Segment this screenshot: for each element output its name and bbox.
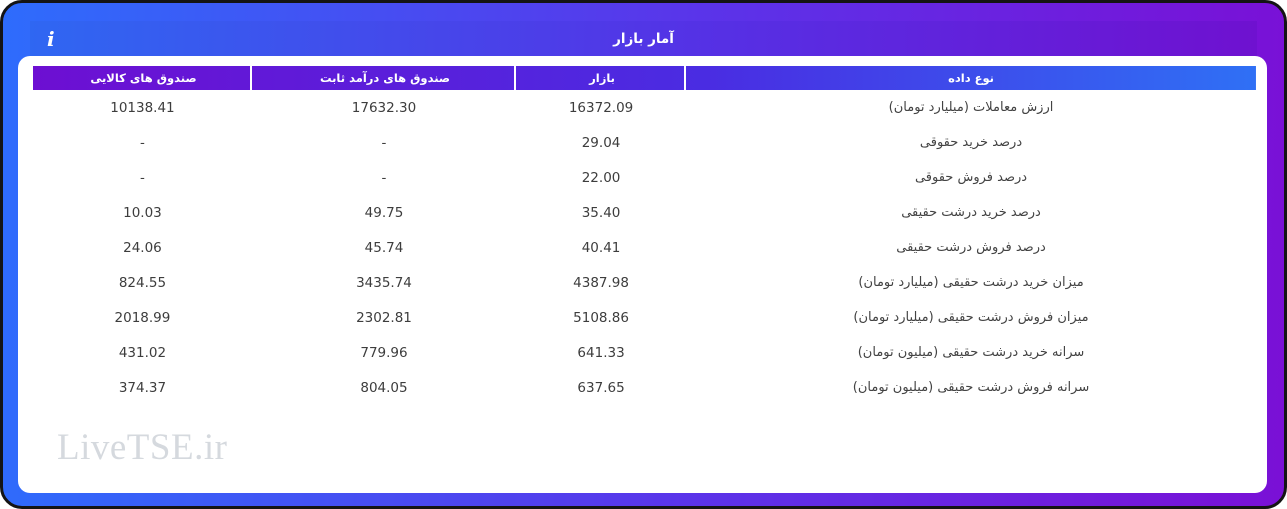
cell-market: 16372.09 <box>516 90 687 125</box>
table-row: 431.02 779.96 641.33 سرانه خرید درشت حقی… <box>33 335 1256 370</box>
column-header-market: بازار <box>516 66 687 90</box>
cell-market: 641.33 <box>516 335 687 370</box>
cell-fixed-income: 45.74 <box>251 230 517 265</box>
column-header-fixed-income-funds: صندوق های درآمد ثابت <box>252 66 517 90</box>
cell-fixed-income: - <box>251 125 517 160</box>
column-header-data-type: نوع داده <box>948 71 994 85</box>
table-row: 824.55 3435.74 4387.98 میزان خرید درشت ح… <box>33 265 1256 300</box>
cell-market: 40.41 <box>516 230 687 265</box>
cell-market: 5108.86 <box>516 300 687 335</box>
cell-commodity: 431.02 <box>33 335 252 370</box>
stats-card: صندوق های کالایی صندوق های درآمد ثابت با… <box>18 56 1267 493</box>
cell-row-label: درصد خرید حقوقی <box>686 125 1256 160</box>
cell-fixed-income: - <box>251 160 517 195</box>
column-header-commodity-funds: صندوق های کالایی <box>33 66 252 90</box>
table-row: 2018.99 2302.81 5108.86 میزان فروش درشت … <box>33 300 1256 335</box>
table-row: 10.03 49.75 35.40 درصد خرید درشت حقیقی <box>33 195 1256 230</box>
info-icon[interactable]: i <box>47 26 55 51</box>
market-stats-table: صندوق های کالایی صندوق های درآمد ثابت با… <box>33 66 1256 405</box>
livetse-watermark: LiveTSE.ir <box>57 427 228 468</box>
cell-row-label: ارزش معاملات (میلیارد تومان) <box>686 90 1256 125</box>
cell-fixed-income: 2302.81 <box>251 300 517 335</box>
cell-commodity: 824.55 <box>33 265 252 300</box>
table-header-row: صندوق های کالایی صندوق های درآمد ثابت با… <box>33 66 1256 90</box>
table-row: 24.06 45.74 40.41 درصد فروش درشت حقیقی <box>33 230 1256 265</box>
cell-row-label: میزان خرید درشت حقیقی (میلیارد تومان) <box>686 265 1256 300</box>
table-row: 374.37 804.05 637.65 سرانه فروش درشت حقی… <box>33 370 1256 405</box>
cell-market: 35.40 <box>516 195 687 230</box>
table-row: - - 29.04 درصد خرید حقوقی <box>33 125 1256 160</box>
cell-fixed-income: 804.05 <box>251 370 517 405</box>
cell-row-label: درصد فروش درشت حقیقی <box>686 230 1256 265</box>
cell-commodity: 374.37 <box>33 370 252 405</box>
cell-fixed-income: 3435.74 <box>251 265 517 300</box>
cell-market: 637.65 <box>516 370 687 405</box>
table-row: 10138.41 17632.30 16372.09 ارزش معاملات … <box>33 90 1256 125</box>
cell-commodity: 24.06 <box>33 230 252 265</box>
cell-commodity: - <box>33 125 252 160</box>
cell-commodity: 2018.99 <box>33 300 252 335</box>
cell-commodity: 10138.41 <box>33 90 252 125</box>
cell-commodity: 10.03 <box>33 195 252 230</box>
cell-market: 22.00 <box>516 160 687 195</box>
cell-fixed-income: 49.75 <box>251 195 517 230</box>
cell-fixed-income: 17632.30 <box>251 90 517 125</box>
cell-row-label: میزان فروش درشت حقیقی (میلیارد تومان) <box>686 300 1256 335</box>
cell-row-label: درصد خرید درشت حقیقی <box>686 195 1256 230</box>
cell-fixed-income: 779.96 <box>251 335 517 370</box>
cell-market: 29.04 <box>516 125 687 160</box>
cell-market: 4387.98 <box>516 265 687 300</box>
table-row: - - 22.00 درصد فروش حقوقی <box>33 160 1256 195</box>
cell-row-label: درصد فروش حقوقی <box>686 160 1256 195</box>
widget-header-bar: i آمار بازار <box>30 21 1257 56</box>
cell-row-label: سرانه خرید درشت حقیقی (میلیون تومان) <box>686 335 1256 370</box>
cell-row-label: سرانه فروش درشت حقیقی (میلیون تومان) <box>686 370 1256 405</box>
widget-title: آمار بازار <box>613 30 674 47</box>
cell-commodity: - <box>33 160 252 195</box>
